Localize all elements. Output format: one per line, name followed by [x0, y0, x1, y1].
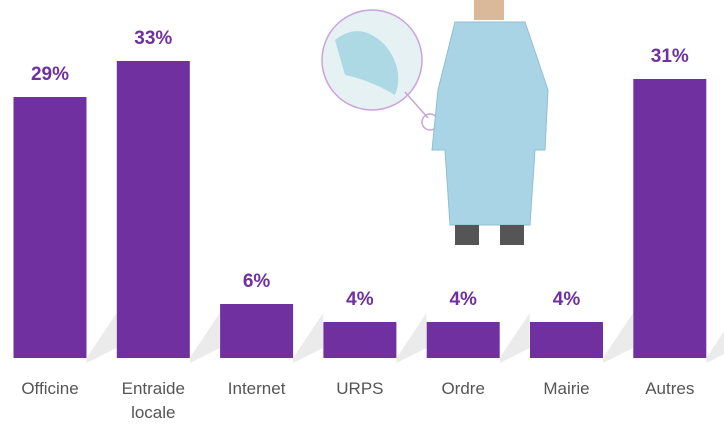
- bar: [117, 61, 190, 358]
- bar: [427, 322, 500, 358]
- x-tick-label: URPS: [310, 377, 410, 401]
- x-tick-label: Entraide locale: [103, 377, 203, 425]
- apron-illustration: [322, 0, 548, 245]
- bar: [633, 79, 706, 358]
- value-label: 33%: [134, 28, 172, 49]
- value-label: 4%: [346, 289, 374, 310]
- chart: 29% 33% 6% 4% 4% 4% 31%: [0, 0, 724, 428]
- bar-shadow: [87, 313, 117, 363]
- x-tick-label: Autres: [620, 377, 720, 401]
- bar: [220, 304, 293, 358]
- x-tick-label: Mairie: [517, 377, 617, 401]
- bar-shadow: [396, 313, 426, 363]
- bar: [530, 322, 603, 358]
- value-label: 31%: [651, 46, 689, 67]
- value-label: 4%: [449, 289, 477, 310]
- x-tick-label: Officine: [0, 377, 100, 401]
- x-tick-label: Ordre: [413, 377, 513, 401]
- bar: [14, 97, 87, 358]
- value-label: 29%: [31, 64, 69, 85]
- x-tick-label: Internet: [207, 377, 307, 401]
- value-label: 6%: [243, 271, 271, 292]
- bar-shadow: [500, 313, 530, 363]
- bar-shadow: [706, 313, 724, 363]
- bar-shadow: [293, 313, 323, 363]
- bar-shadow: [603, 313, 633, 363]
- value-label: 4%: [553, 289, 581, 310]
- page: {"chart_data": {"type": "bar", "categori…: [0, 0, 724, 428]
- bar-shadow: [190, 313, 220, 363]
- bar: [323, 322, 396, 358]
